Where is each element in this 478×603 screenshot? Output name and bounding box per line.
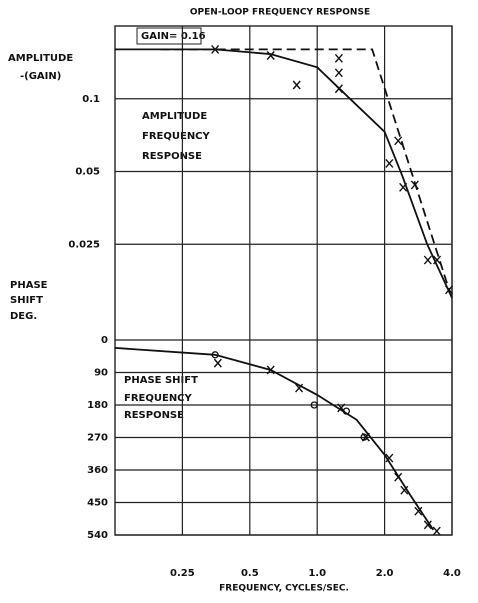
x-marker [394, 472, 403, 482]
x-marker-stroke [334, 84, 343, 94]
x-marker [266, 365, 275, 375]
o-marker [310, 401, 318, 409]
y-axis-label: PHASE [10, 280, 48, 291]
x-marker [410, 180, 419, 190]
x-marker-stroke [385, 453, 394, 463]
y-axis-label: DEG. [10, 311, 37, 322]
x-tick-label: 0.5 [241, 568, 259, 579]
x-tick-label: 4.0 [443, 568, 461, 579]
x-marker [334, 84, 343, 94]
y-tick-label: 540 [87, 530, 108, 541]
x-marker-stroke [334, 53, 343, 63]
x-marker-stroke [266, 51, 275, 60]
y-tick-label: 450 [87, 498, 108, 509]
y-tick-label: 0.05 [75, 167, 100, 178]
x-marker [445, 285, 454, 295]
gain-box [136, 27, 202, 45]
x-marker-stroke [433, 255, 442, 265]
x-marker [400, 485, 409, 495]
x-marker [292, 80, 301, 90]
x-marker-stroke [423, 255, 432, 265]
x-marker-stroke [292, 80, 301, 90]
y-axis-label: -(GAIN) [20, 71, 61, 82]
x-marker [423, 255, 432, 265]
x-marker-stroke [211, 44, 220, 54]
x-tick-label: 0.25 [170, 568, 195, 579]
x-marker [433, 255, 442, 265]
annotation: RESPONSE [142, 151, 202, 162]
chart-title: OPEN-LOOP FREQUENCY RESPONSE [190, 8, 370, 18]
annotation: FREQUENCY [124, 393, 193, 404]
o-marker [360, 433, 368, 441]
x-marker [432, 526, 441, 536]
x-marker [334, 68, 343, 78]
y-tick-label: 180 [87, 400, 108, 411]
x-marker [385, 453, 394, 463]
x-marker [399, 182, 408, 192]
y-tick-label: 90 [94, 368, 108, 379]
x-tick-label: 2.0 [376, 568, 394, 579]
x-tick-label: 1.0 [308, 568, 326, 579]
annotation: FREQUENCY [142, 131, 211, 142]
x-marker [266, 51, 275, 60]
x-marker [414, 506, 423, 516]
annotation: AMPLITUDE [142, 111, 207, 122]
y-axis-label: SHIFT [10, 295, 43, 306]
x-marker-stroke [394, 136, 403, 146]
y-tick-label: 360 [87, 465, 108, 476]
x-marker [394, 136, 403, 146]
x-marker-stroke [394, 472, 403, 482]
x-marker [213, 358, 222, 368]
x-marker-stroke [410, 180, 419, 190]
response-curve [115, 48, 453, 299]
annotation: PHASE SHIFT [124, 375, 198, 386]
x-marker-stroke [266, 365, 275, 375]
o-marker [211, 351, 219, 359]
y-tick-label: 0.025 [68, 239, 100, 250]
annotation: GAIN= 0.16 [141, 31, 206, 42]
x-marker-stroke [213, 358, 222, 368]
x-marker-stroke [414, 506, 423, 516]
x-marker [211, 44, 220, 54]
y-axis-label: AMPLITUDE [8, 53, 73, 64]
o-marker [342, 407, 351, 415]
x-marker-stroke [400, 485, 409, 495]
y-tick-label: 0.1 [82, 94, 100, 105]
x-marker-stroke [334, 68, 343, 78]
x-axis-label: FREQUENCY, CYCLES/SEC. [219, 584, 349, 594]
x-marker [385, 158, 394, 168]
x-marker-stroke [432, 526, 441, 536]
x-marker-stroke [399, 182, 408, 192]
x-marker-stroke [445, 285, 454, 295]
x-marker-stroke [385, 158, 394, 168]
x-marker [334, 53, 343, 63]
annotation: RESPONSE [124, 410, 184, 421]
x-marker [295, 383, 304, 393]
y-tick-label: 270 [87, 433, 108, 444]
x-marker-stroke [295, 383, 304, 393]
x-marker-stroke [337, 403, 346, 413]
asymptote-line [160, 48, 451, 292]
y-tick-label: 0 [101, 335, 108, 346]
x-marker-stroke [423, 520, 432, 530]
x-marker [423, 520, 432, 530]
